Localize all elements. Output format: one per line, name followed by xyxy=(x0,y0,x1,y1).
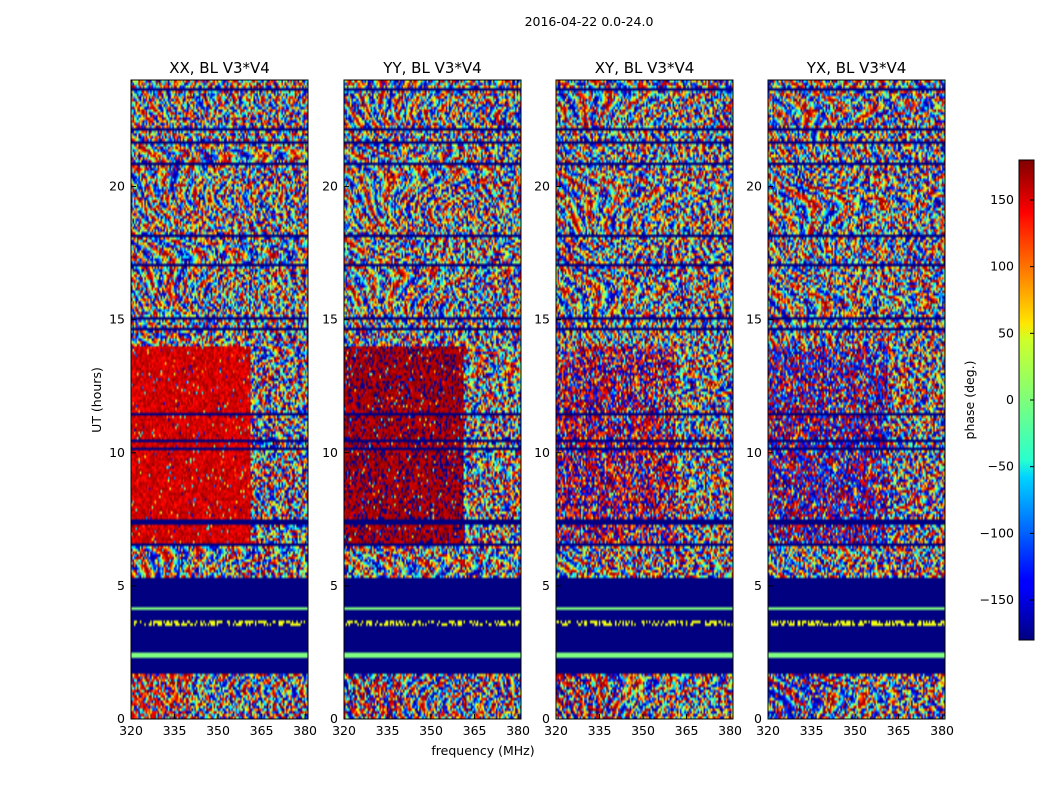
axes-frame xyxy=(130,79,309,720)
y-tick-label: 15 xyxy=(109,312,125,327)
figure-suptitle: 2016-04-22 0.0-24.0 xyxy=(525,14,654,29)
axes-frame xyxy=(767,79,946,720)
colorbar-tick-label: −150 xyxy=(980,592,1014,607)
x-tick-label: 380 xyxy=(506,723,530,738)
y-tick-label: 0 xyxy=(117,711,125,726)
colorbar-label: phase (deg.) xyxy=(962,361,977,440)
x-tick-label: 350 xyxy=(843,723,867,738)
heatmap-image xyxy=(768,80,945,719)
y-tick-label: 10 xyxy=(109,445,125,460)
x-tick-label: 320 xyxy=(756,723,780,738)
y-tick-label: 0 xyxy=(330,711,338,726)
x-tick-label: 350 xyxy=(206,723,230,738)
x-tick-label: 335 xyxy=(376,723,400,738)
x-tick-label: 365 xyxy=(675,723,699,738)
x-tick-label: 350 xyxy=(419,723,443,738)
x-tick-label: 380 xyxy=(293,723,317,738)
y-tick-label: 10 xyxy=(534,445,550,460)
y-tick-label: 0 xyxy=(542,711,550,726)
heatmap-image xyxy=(344,80,521,719)
y-tick-label: 15 xyxy=(746,312,762,327)
y-tick-label: 5 xyxy=(542,578,550,593)
y-tick-label: 5 xyxy=(754,578,762,593)
y-tick-label: 10 xyxy=(746,445,762,460)
panel-xx: XX, BL V3*V4 320 335 350 365 380 0 5 10 15 20 xyxy=(109,59,317,738)
panel-yx: YX, BL V3*V4 320 335 350 365 380 0 5 10 15 20 xyxy=(746,59,954,738)
panel-xy: XY, BL V3*V4 320 335 350 365 380 0 5 10 15 20 xyxy=(534,59,742,738)
x-tick-label: 365 xyxy=(463,723,487,738)
colorbar-tick-label: 50 xyxy=(998,325,1014,340)
x-tick-label: 380 xyxy=(718,723,742,738)
y-tick-label: 0 xyxy=(754,711,762,726)
panel-title: YX, BL V3*V4 xyxy=(806,59,907,77)
x-tick-label: 335 xyxy=(800,723,824,738)
x-tick-label: 380 xyxy=(930,723,954,738)
y-tick-label: 20 xyxy=(746,179,762,194)
colorbar-tick-label: −50 xyxy=(988,459,1014,474)
x-tick-label: 335 xyxy=(163,723,187,738)
y-tick-label: 15 xyxy=(534,312,550,327)
heatmap-image xyxy=(131,80,308,719)
y-tick-label: 10 xyxy=(322,445,338,460)
panel-title: YY, BL V3*V4 xyxy=(382,59,481,77)
x-tick-label: 320 xyxy=(544,723,568,738)
panel-title: XY, BL V3*V4 xyxy=(595,59,695,77)
x-axis-label: frequency (MHz) xyxy=(431,743,534,758)
x-tick-label: 320 xyxy=(119,723,143,738)
x-tick-label: 365 xyxy=(250,723,274,738)
y-tick-label: 20 xyxy=(534,179,550,194)
y-tick-label: 20 xyxy=(322,179,338,194)
x-tick-label: 350 xyxy=(631,723,655,738)
panel-title: XX, BL V3*V4 xyxy=(169,59,270,77)
heatmap-image xyxy=(556,80,733,719)
x-tick-label: 365 xyxy=(887,723,911,738)
colorbar-tick-label: 0 xyxy=(1006,392,1014,407)
y-tick-label: 15 xyxy=(322,312,338,327)
colorbar: 150 100 50 0 −50 −100 −150 phase (deg.) xyxy=(962,159,1035,641)
x-tick-label: 335 xyxy=(588,723,612,738)
axes-frame xyxy=(555,79,734,720)
y-tick-label: 5 xyxy=(330,578,338,593)
colorbar-tick-label: 150 xyxy=(990,192,1014,207)
y-axis-label: UT (hours) xyxy=(89,367,104,433)
colorbar-tick-label: 100 xyxy=(990,259,1014,274)
panel-yy: YY, BL V3*V4 320 335 350 365 380 0 5 10 15 20 xyxy=(322,59,530,738)
x-tick-label: 320 xyxy=(332,723,356,738)
y-tick-label: 5 xyxy=(117,578,125,593)
y-tick-label: 20 xyxy=(109,179,125,194)
colorbar-tick-label: −100 xyxy=(980,525,1014,540)
axes-frame xyxy=(343,79,522,720)
colorbar-ticks: 150 100 50 0 −50 −100 −150 xyxy=(980,192,1034,607)
